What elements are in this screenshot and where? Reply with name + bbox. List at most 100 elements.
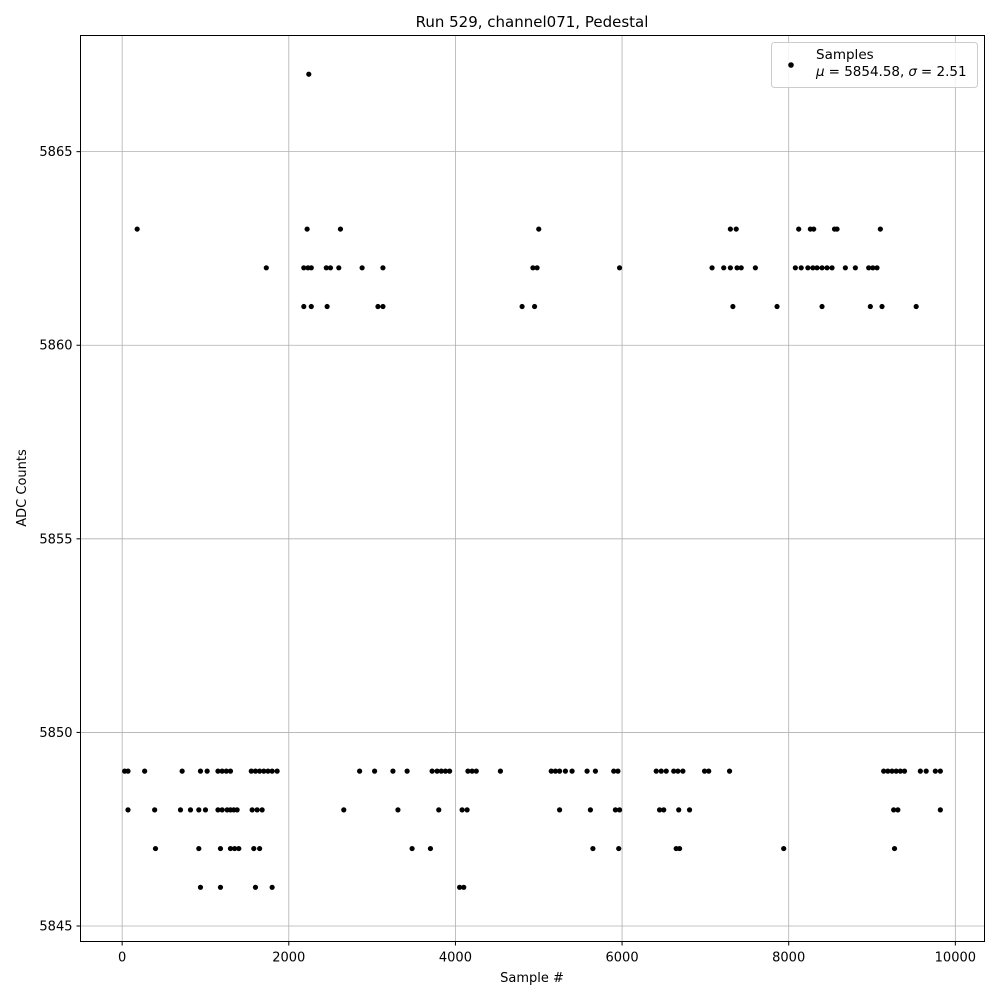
data-point	[612, 807, 619, 813]
data-point	[534, 265, 540, 271]
y-tick-label: 5865	[39, 145, 72, 160]
data-point	[709, 265, 715, 271]
data-point	[661, 807, 667, 813]
data-point	[134, 226, 140, 232]
data-point	[395, 807, 401, 813]
data-point	[889, 768, 895, 774]
data-point	[152, 807, 158, 813]
data-point	[531, 303, 538, 310]
data-point	[796, 226, 802, 232]
legend-sigma-value: = 2.51	[921, 64, 967, 80]
data-point	[497, 768, 504, 774]
data-point	[142, 768, 148, 774]
data-point	[152, 845, 159, 852]
data-point	[323, 265, 329, 271]
x-tick-label: 8000	[772, 951, 805, 966]
data-point	[734, 265, 740, 271]
data-point	[219, 768, 225, 774]
data-points	[122, 71, 943, 890]
data-point	[125, 807, 131, 813]
y-axis: 5845 5850 5855 5860 5865	[39, 145, 81, 935]
y-tick-label: 5845	[39, 920, 72, 935]
y-axis-title: ADC Counts	[15, 449, 30, 527]
data-point	[738, 265, 744, 271]
data-point	[227, 768, 234, 774]
legend-marker	[788, 62, 794, 68]
data-point	[730, 303, 736, 310]
data-point	[805, 265, 811, 271]
data-point	[263, 265, 269, 271]
x-tick-label: 0	[118, 951, 126, 966]
data-point	[461, 884, 467, 890]
data-point	[897, 768, 903, 774]
legend-mu-symbol: μ	[815, 64, 825, 80]
data-point	[204, 768, 210, 774]
grid	[80, 35, 985, 942]
legend-stats: μ = 5854.58, σ = 2.51	[815, 64, 967, 80]
data-point	[427, 845, 434, 852]
data-point	[819, 265, 825, 271]
data-point	[867, 303, 873, 310]
data-point	[459, 807, 465, 813]
y-tick-label: 5860	[39, 339, 72, 354]
data-point	[913, 303, 919, 310]
data-point	[569, 768, 575, 774]
data-point	[895, 807, 901, 813]
x-tick-label: 6000	[606, 951, 639, 966]
data-point	[798, 265, 804, 271]
data-point	[380, 303, 386, 310]
data-point	[656, 807, 663, 813]
data-point	[257, 845, 263, 852]
data-point	[548, 768, 554, 774]
data-point	[306, 71, 312, 77]
data-point	[611, 768, 617, 774]
data-point	[259, 807, 265, 813]
data-point	[891, 807, 897, 813]
legend: Samples μ = 5854.58, σ = 2.51	[771, 42, 978, 88]
data-point	[372, 768, 378, 774]
data-point	[706, 768, 712, 774]
data-point	[227, 845, 234, 852]
data-point	[390, 768, 396, 774]
x-axis: 0 2000 4000 6000 8000 10000	[118, 941, 976, 966]
data-point	[893, 768, 899, 774]
data-point	[301, 303, 307, 310]
data-point	[436, 807, 442, 813]
data-point	[701, 768, 708, 774]
data-point	[870, 265, 876, 271]
data-point	[249, 807, 255, 813]
data-point	[257, 768, 263, 774]
data-point	[879, 303, 885, 310]
data-point	[215, 768, 221, 774]
data-point	[811, 226, 817, 232]
data-point	[562, 768, 569, 774]
data-point	[653, 768, 659, 774]
data-point	[781, 845, 787, 852]
data-point	[824, 265, 830, 271]
data-point	[196, 807, 202, 813]
data-point	[726, 768, 733, 774]
data-point	[265, 768, 271, 774]
plot-frame	[80, 35, 985, 942]
data-point	[434, 768, 440, 774]
data-point	[308, 265, 314, 271]
data-point	[680, 768, 686, 774]
data-point	[810, 265, 816, 271]
data-point	[587, 807, 594, 813]
data-point	[202, 807, 209, 813]
data-point	[254, 807, 260, 813]
x-tick-label: 10000	[935, 951, 976, 966]
data-point	[251, 845, 257, 852]
data-point	[404, 768, 410, 774]
data-point	[336, 265, 342, 271]
data-point	[469, 768, 475, 774]
data-point	[536, 226, 542, 232]
data-point	[556, 807, 563, 813]
data-point	[556, 768, 563, 774]
data-point	[232, 845, 238, 852]
data-point	[223, 768, 229, 774]
data-point	[341, 807, 347, 813]
data-point	[616, 807, 623, 813]
data-point	[269, 884, 275, 890]
